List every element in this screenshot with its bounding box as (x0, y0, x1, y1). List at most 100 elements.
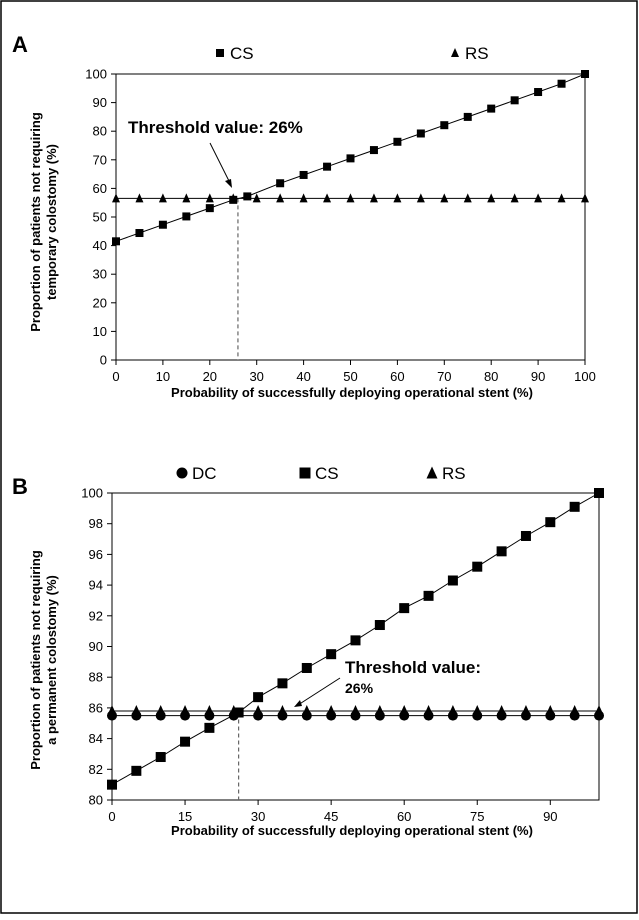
x-tick-label: 30 (251, 809, 265, 824)
legend-marker-cs (299, 467, 311, 479)
data-point-rs (301, 704, 312, 716)
legend-marker-dc (176, 467, 188, 479)
threshold-arrowhead (225, 179, 232, 188)
data-point-rs (557, 193, 566, 203)
threshold-arrow (209, 142, 232, 186)
y-tick-label: 80 (89, 793, 103, 808)
x-axis-label: Probability of successfully deploying op… (171, 385, 533, 400)
x-tick-label: 0 (108, 809, 115, 824)
data-point-rs (205, 193, 214, 203)
threshold-annotation: Threshold value: 26% (294, 658, 481, 707)
data-point-cs (350, 635, 361, 646)
x-tick-label: 60 (397, 809, 411, 824)
data-point-cs (301, 662, 312, 673)
y-axis-label: Proportion of patients not requiring a p… (28, 550, 59, 770)
data-point-cs (323, 162, 332, 171)
data-point-rs (158, 193, 167, 203)
y-tick-label: 86 (89, 700, 103, 715)
data-point-cs (112, 237, 120, 246)
data-point-cs (276, 179, 285, 188)
data-point-rs (346, 193, 355, 203)
panel-letter: B (12, 474, 28, 499)
data-point-rs (374, 704, 385, 716)
data-point-rs (182, 193, 191, 203)
y-tick-label: 92 (89, 608, 103, 623)
x-tick-label: 0 (112, 369, 119, 384)
data-point-rs (131, 704, 142, 716)
data-point-rs (299, 193, 308, 203)
data-point-rs (447, 704, 458, 716)
data-point-rs (180, 704, 191, 716)
data-point-cs (180, 736, 191, 747)
data-point-cs (416, 129, 425, 138)
data-point-cs (534, 88, 543, 97)
y-tick-label: 50 (93, 210, 107, 225)
y-tick-label: 20 (93, 295, 107, 310)
data-point-cs (399, 603, 410, 614)
x-tick-label: 40 (296, 369, 310, 384)
x-tick-label: 90 (543, 809, 557, 824)
data-point-rs (416, 193, 425, 203)
data-point-rs (252, 193, 261, 203)
y-tick-label: 100 (81, 486, 103, 501)
data-point-rs (594, 704, 604, 716)
x-tick-label: 15 (178, 809, 192, 824)
data-point-rs (423, 704, 434, 716)
x-axis-label: Probability of successfully deploying op… (171, 823, 533, 838)
threshold-annotation-text: Threshold value: (345, 658, 481, 677)
y-tick-label: 88 (89, 670, 103, 685)
data-point-rs (112, 193, 120, 203)
data-point-rs (440, 193, 449, 203)
x-tick-label: 80 (484, 369, 498, 384)
data-point-cs (581, 70, 589, 78)
data-point-cs (182, 212, 191, 221)
data-point-cs (393, 137, 402, 146)
legend-label: RS (442, 464, 466, 483)
data-point-rs (393, 193, 402, 203)
data-point-cs (569, 501, 580, 512)
threshold-arrow (297, 677, 341, 706)
y-tick-label: 94 (89, 578, 103, 593)
data-point-cs (205, 204, 214, 213)
data-point-cs (545, 517, 556, 528)
y-tick-label: 0 (100, 353, 107, 368)
y-tick-label: 90 (93, 95, 107, 110)
data-point-cs (299, 170, 308, 179)
data-point-rs (253, 704, 264, 716)
threshold-annotation: Threshold value: 26% (128, 118, 303, 188)
threshold-arrowhead (294, 700, 302, 707)
data-point-cs (496, 546, 507, 557)
x-tick-label: 100 (574, 369, 596, 384)
threshold-annotation-text: 26% (345, 680, 374, 696)
data-point-rs (155, 704, 166, 716)
data-point-rs (496, 704, 507, 716)
data-point-rs (204, 704, 215, 716)
data-point-cs (440, 121, 449, 130)
legend: CS RS (216, 44, 489, 63)
legend: DC CS RS (176, 464, 466, 483)
data-point-rs (323, 193, 332, 203)
data-point-cs (463, 112, 472, 121)
data-point-rs (350, 704, 361, 716)
panel-b: B DC CS RS Proportion of patients not requ… (12, 464, 604, 838)
y-tick-label: 60 (93, 181, 107, 196)
data-point-rs (510, 193, 519, 203)
y-axis-label: Proportion of patients not requiring tem… (28, 112, 59, 332)
data-point-rs (277, 704, 288, 716)
data-point-cs (158, 220, 167, 229)
x-tick-label: 10 (156, 369, 170, 384)
y-tick-label: 84 (89, 731, 103, 746)
data-point-rs (472, 704, 483, 716)
x-tick-label: 50 (343, 369, 357, 384)
plot: 80 82 84 86 88 90 92 94 96 98 100 0 15 30 45 60 75 90 (81, 486, 604, 824)
threshold-annotation-text: Threshold value: 26% (128, 118, 303, 137)
legend-label: DC (192, 464, 217, 483)
legend-label: CS (315, 464, 339, 483)
data-point-rs (107, 704, 117, 716)
x-tick-label: 20 (203, 369, 217, 384)
x-tick-label: 75 (470, 809, 484, 824)
y-axis-label-line: Proportion of patients not requiring (28, 112, 43, 332)
data-point-cs (423, 590, 434, 601)
y-tick-label: 40 (93, 238, 107, 253)
